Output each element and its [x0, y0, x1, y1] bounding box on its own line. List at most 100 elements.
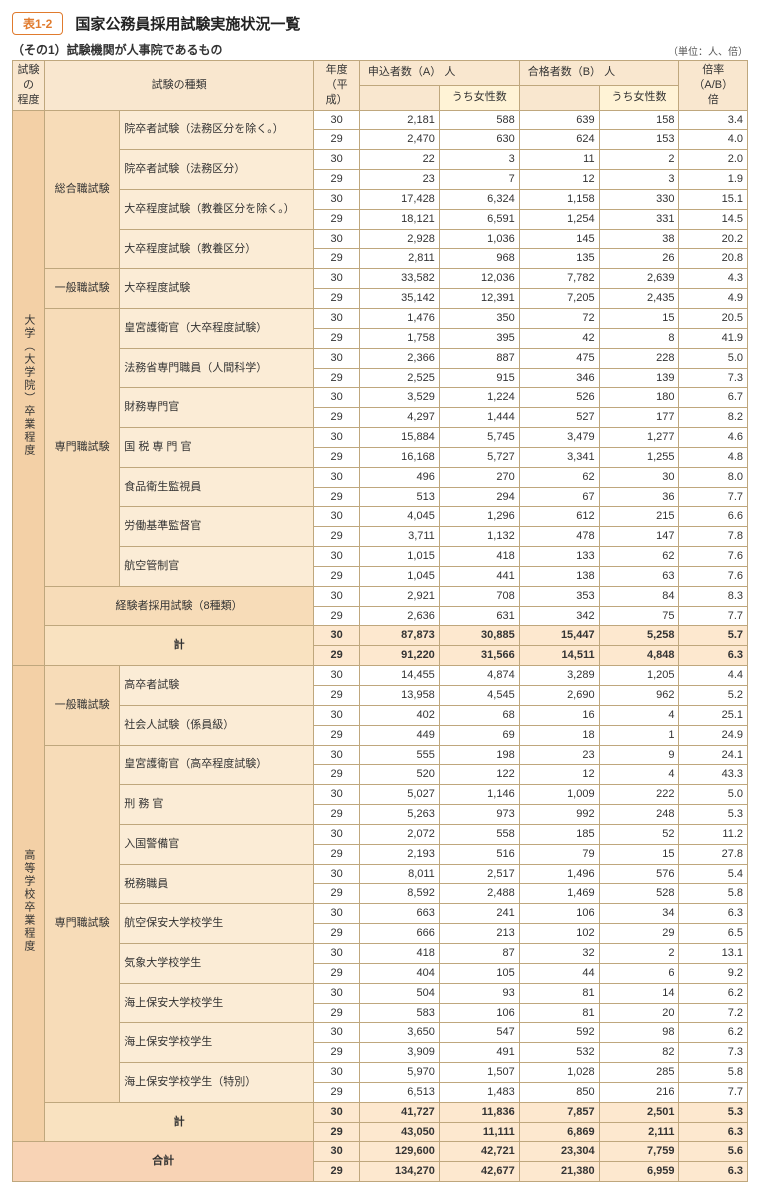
cell-applicants-women: 1,296 [439, 507, 519, 527]
year-cell: 29 [314, 924, 360, 944]
table-row: 院卒者試験（法務区分）30 22 3 11 2 2.0 [13, 150, 748, 170]
cell-applicants-women: 395 [439, 328, 519, 348]
cell-passers-women: 29 [599, 924, 679, 944]
cell-passers-women: 8 [599, 328, 679, 348]
table-row: 海上保安学校学生30 3,650 547 592 98 6.2 [13, 1023, 748, 1043]
cell-applicants-women: 93 [439, 983, 519, 1003]
year-cell: 29 [314, 725, 360, 745]
year-cell: 29 [314, 963, 360, 983]
cell-passers: 7,857 [519, 1102, 599, 1122]
cell-ratio: 41.9 [679, 328, 748, 348]
cell-passers-women: 158 [599, 110, 679, 130]
cell-applicants-women: 708 [439, 586, 519, 606]
cell-applicants-women: 213 [439, 924, 519, 944]
cell-applicants: 15,884 [359, 428, 439, 448]
cell-ratio: 7.7 [679, 487, 748, 507]
year-cell: 30 [314, 110, 360, 130]
exam-cell: 大卒程度試験 [120, 269, 314, 309]
subtotal-label: 計 [44, 626, 313, 666]
category-cell: 専門職試験 [44, 308, 119, 586]
cell-applicants-women: 4,874 [439, 666, 519, 686]
cell-passers-women: 216 [599, 1082, 679, 1102]
cell-ratio: 8.2 [679, 408, 748, 428]
cell-passers: 1,158 [519, 189, 599, 209]
cell-passers-women: 222 [599, 785, 679, 805]
cell-applicants: 14,455 [359, 666, 439, 686]
cell-passers-women: 331 [599, 209, 679, 229]
cell-applicants-women: 12,036 [439, 269, 519, 289]
year-cell: 30 [314, 189, 360, 209]
cell-applicants-women: 1,036 [439, 229, 519, 249]
cell-ratio: 5.6 [679, 1142, 748, 1162]
cell-passers-women: 30 [599, 467, 679, 487]
cell-passers: 185 [519, 824, 599, 844]
subtotal-row: 計30 41,727 11,836 7,857 2,501 5.3 [13, 1102, 748, 1122]
col-kind: 試験の種類 [44, 61, 313, 111]
year-cell: 29 [314, 566, 360, 586]
year-cell: 29 [314, 844, 360, 864]
col-year: 年度 （平成） [314, 61, 360, 111]
year-cell: 30 [314, 348, 360, 368]
level-cell: 高等学校卒業程度 [13, 666, 45, 1142]
exam-cell: 財務専門官 [120, 388, 314, 428]
exam-cell: 社会人試験（係員級） [120, 705, 314, 745]
cell-ratio: 7.3 [679, 368, 748, 388]
cell-passers-women: 6,959 [599, 1162, 679, 1182]
subtitle: （その1）試験機関が人事院であるもの [12, 41, 223, 58]
table-row: 国 税 専 門 官30 15,884 5,745 3,479 1,277 4.6 [13, 428, 748, 448]
table-head: 試験の 程度 試験の種類 年度 （平成） 申込者数（A） 人 合格者数（B） 人… [13, 61, 748, 111]
cell-passers: 106 [519, 904, 599, 924]
cell-applicants-women: 241 [439, 904, 519, 924]
exam-cell: 入国警備官 [120, 824, 314, 864]
cell-applicants-women: 547 [439, 1023, 519, 1043]
cell-applicants-women: 42,721 [439, 1142, 519, 1162]
cell-applicants: 513 [359, 487, 439, 507]
cell-passers: 639 [519, 110, 599, 130]
table-row: 労働基準監督官30 4,045 1,296 612 215 6.6 [13, 507, 748, 527]
data-table: 試験の 程度 試験の種類 年度 （平成） 申込者数（A） 人 合格者数（B） 人… [12, 60, 748, 1182]
cell-applicants: 449 [359, 725, 439, 745]
col-ratio: 倍率（A/B） 倍 [679, 61, 748, 111]
cell-ratio: 5.8 [679, 1063, 748, 1083]
col-appA-blank [359, 85, 439, 110]
table-row: 大卒程度試験（教養区分）30 2,928 1,036 145 38 20.2 [13, 229, 748, 249]
cell-passers-women: 4 [599, 705, 679, 725]
cell-applicants-women: 31,566 [439, 646, 519, 666]
exam-cell: 気象大学校学生 [120, 943, 314, 983]
cell-applicants: 1,015 [359, 547, 439, 567]
cell-applicants-women: 11,111 [439, 1122, 519, 1142]
cell-applicants: 3,650 [359, 1023, 439, 1043]
exam-cell: 海上保安学校学生（特別） [120, 1063, 314, 1103]
exam-cell: 航空管制官 [120, 547, 314, 587]
category-cell: 専門職試験 [44, 745, 119, 1102]
table-row: 気象大学校学生30 418 87 32 2 13.1 [13, 943, 748, 963]
cell-applicants-women: 6,324 [439, 189, 519, 209]
cell-applicants: 33,582 [359, 269, 439, 289]
exam-cell: 院卒者試験（法務区分） [120, 150, 314, 190]
exam-cell: 高卒者試験 [120, 666, 314, 706]
year-cell: 30 [314, 824, 360, 844]
cell-passers-women: 34 [599, 904, 679, 924]
cell-applicants-women: 968 [439, 249, 519, 269]
table-row: 高等学校卒業程度一般職試験高卒者試験30 14,455 4,874 3,289 … [13, 666, 748, 686]
cell-ratio: 7.2 [679, 1003, 748, 1023]
cell-applicants-women: 516 [439, 844, 519, 864]
cell-ratio: 20.8 [679, 249, 748, 269]
cell-passers-women: 63 [599, 566, 679, 586]
cell-applicants: 3,711 [359, 527, 439, 547]
table-row: 海上保安大学校学生30 504 93 81 14 6.2 [13, 983, 748, 1003]
year-cell: 29 [314, 606, 360, 626]
cell-passers-women: 75 [599, 606, 679, 626]
col-passB-blank [519, 85, 599, 110]
cell-passers-women: 82 [599, 1043, 679, 1063]
year-cell: 29 [314, 209, 360, 229]
cell-applicants-women: 558 [439, 824, 519, 844]
cell-applicants: 35,142 [359, 289, 439, 309]
cell-ratio: 5.3 [679, 805, 748, 825]
cell-passers-women: 84 [599, 586, 679, 606]
cell-ratio: 24.9 [679, 725, 748, 745]
cell-applicants: 1,476 [359, 308, 439, 328]
cell-applicants: 2,072 [359, 824, 439, 844]
cell-passers: 475 [519, 348, 599, 368]
exam-cell: 法務省専門職員（人間科学） [120, 348, 314, 388]
